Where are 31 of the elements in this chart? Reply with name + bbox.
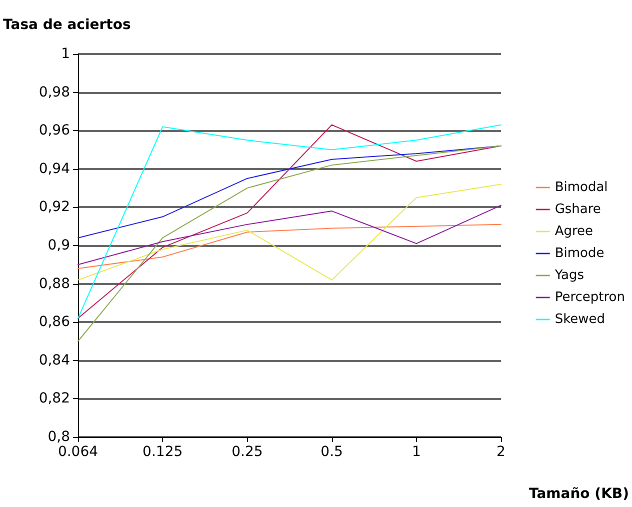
y-tick-label: 0,96 xyxy=(38,122,70,139)
line-series xyxy=(78,204,502,266)
y-tick-label: 0,86 xyxy=(38,314,70,330)
x-tick-label: 0.064 xyxy=(58,444,98,460)
x-axis-title: Tamaño (KB) xyxy=(528,486,629,502)
line-series xyxy=(78,145,502,342)
legend-label: Bimode xyxy=(554,246,604,261)
legend-label: Skewed xyxy=(554,312,606,327)
legend-label: Perceptron xyxy=(554,290,626,305)
y-tick-label: 0,98 xyxy=(38,84,70,100)
legend-label: Agree xyxy=(554,224,594,239)
x-tick-label: 2 xyxy=(496,444,506,460)
y-tick-label: 1 xyxy=(61,46,70,62)
line-series xyxy=(78,184,502,280)
legend-label: Bimodal xyxy=(554,180,608,195)
y-tick-label: 0,88 xyxy=(38,276,70,292)
y-tick-label: 0,94 xyxy=(38,160,70,177)
y-tick-label: 0,82 xyxy=(38,390,70,407)
y-tick-label: 0,84 xyxy=(38,352,70,368)
y-tick-label: 0,9 xyxy=(48,238,70,254)
y-tick-label: 0,92 xyxy=(38,199,70,216)
line-series xyxy=(78,124,502,319)
y-tick-label: 0,8 xyxy=(48,429,70,445)
x-tick-label: 0.125 xyxy=(142,444,183,460)
legend-label: Gshare xyxy=(554,202,601,217)
x-tick-label: 1 xyxy=(412,444,421,460)
line-series xyxy=(78,224,502,269)
x-tick-label: 0.5 xyxy=(320,444,343,460)
legend-label: Yags xyxy=(554,268,584,283)
x-tick-label: 0.25 xyxy=(232,444,263,460)
y-axis-title: Tasa de aciertos xyxy=(3,17,131,33)
